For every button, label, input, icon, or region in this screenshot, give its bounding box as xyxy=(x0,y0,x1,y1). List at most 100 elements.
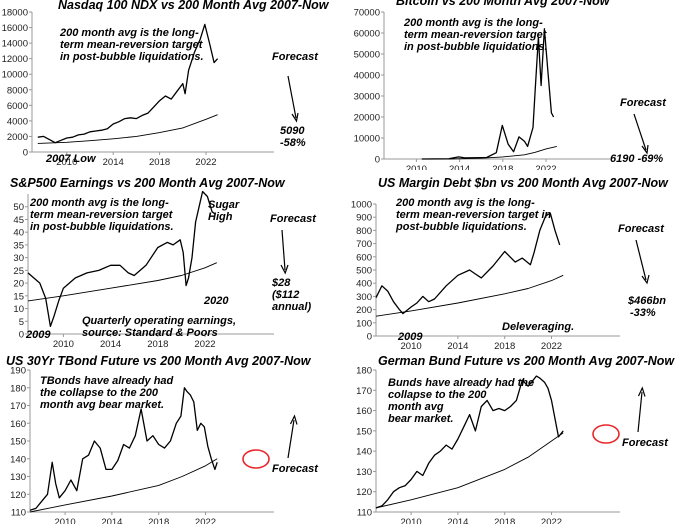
highlight-circle xyxy=(242,449,270,469)
y-tick-label: 170 xyxy=(356,386,372,397)
target-pct: -58% xyxy=(280,137,306,149)
avg-200m-line xyxy=(29,458,218,513)
bund-panel: German Bund Future vs 200 Month Avg 2007… xyxy=(340,354,676,524)
forecast-arrowhead xyxy=(291,112,299,123)
x-tick-label: 2018 xyxy=(147,339,168,350)
forecast-arrow xyxy=(287,75,297,119)
y-tick-label: 110 xyxy=(11,508,26,519)
y-tick-label: 180 xyxy=(356,366,372,377)
sp500-panel: S&P500 Earnings vs 200 Month Avg 2007-No… xyxy=(0,176,330,354)
bitcoin-panel: Bitcoin vs 200 Month Avg 2007-Now 0 10000… xyxy=(340,0,676,170)
x-tick-label: 2018 xyxy=(494,341,515,352)
x-tick-label: 2014 xyxy=(101,517,122,524)
forecast-arrow xyxy=(637,391,643,433)
note-label: Deleveraging. xyxy=(502,321,574,333)
annotation: term mean-reversion target xyxy=(30,209,174,221)
y-tick-label: 0 xyxy=(19,330,24,341)
x-tick-label: 2010 xyxy=(401,341,422,352)
x-tick-label: 2018 xyxy=(494,517,515,524)
target-pct: -33% xyxy=(630,307,656,319)
avg-200m-line xyxy=(375,432,564,509)
y-tick-label: 130 xyxy=(10,472,26,483)
nasdaq-panel: Nasdaq 100 NDX vs 200 Month Avg 2007-Now… xyxy=(0,0,330,170)
price-line xyxy=(29,387,218,511)
x-tick-label: 2022 xyxy=(541,341,562,352)
y-tick-label: 45 xyxy=(13,215,24,226)
annotation: the collapse to the 200 xyxy=(40,387,159,399)
x-tick-label: 2018 xyxy=(492,164,513,170)
avg-200m-line xyxy=(37,114,218,144)
annotation: 200 month avg is the long- xyxy=(29,197,169,209)
y-tick-label: 400 xyxy=(356,279,372,290)
forecast-arrowhead xyxy=(280,264,289,275)
y-tick-label: 800 xyxy=(356,226,372,237)
x-tick-label: 2018 xyxy=(149,157,170,168)
annotation: month avg xyxy=(388,401,444,413)
annotation: 200 month avg is the long- xyxy=(403,17,543,29)
y-tick-label: 160 xyxy=(356,406,372,417)
y-tick-label: 300 xyxy=(356,292,372,303)
y-tick-label: 16000 xyxy=(2,23,28,34)
target-value: ($112 xyxy=(272,289,299,301)
x-tick-label: 2022 xyxy=(195,517,216,524)
annotation: 200 month avg is the long- xyxy=(395,197,535,209)
annotation: bear market. xyxy=(388,413,453,425)
forecast-label: Forecast xyxy=(270,213,317,225)
margin-debt-panel: US Margin Debt $bn vs 200 Month Avg 2007… xyxy=(340,176,676,354)
price-line xyxy=(375,375,564,509)
price-line xyxy=(421,28,555,160)
price-line xyxy=(27,190,216,328)
annotation: post-bubble liquidations. xyxy=(395,221,527,233)
target-value: $28 xyxy=(271,277,291,289)
y-tick-label: 170 xyxy=(10,401,26,412)
y-tick-label: 2000 xyxy=(7,132,28,143)
annotation: TBonds have already had xyxy=(40,375,174,387)
y-tick-label: 10000 xyxy=(2,70,28,81)
y-tick-label: 190 xyxy=(10,366,26,377)
target-label: 6190 -69% xyxy=(610,153,663,165)
chart-title: Nasdaq 100 NDX vs 200 Month Avg 2007-Now xyxy=(58,0,329,12)
y-tick-label: 200 xyxy=(356,305,372,316)
avg-200m-line xyxy=(448,145,557,160)
y-tick-label: 600 xyxy=(356,252,372,263)
forecast-arrowhead xyxy=(641,274,650,285)
annotation: 200 month avg is the long- xyxy=(59,27,199,39)
annotation: term mean-reversion target xyxy=(404,29,548,41)
x-tick-label: 2010 xyxy=(55,517,76,524)
forecast-label: Forecast xyxy=(272,463,319,475)
y-tick-label: 0 xyxy=(367,332,372,343)
y-tick-label: 10 xyxy=(13,304,24,315)
y-tick-label: 10000 xyxy=(354,134,380,145)
x-tick-label: 2022 xyxy=(541,517,562,524)
y-tick-label: 500 xyxy=(356,266,372,277)
y-tick-label: 8000 xyxy=(7,85,28,96)
y-tick-label: 50 xyxy=(13,202,24,213)
x-tick-label: 2010 xyxy=(56,157,77,168)
x-tick-label: 2014 xyxy=(100,339,121,350)
margin-debt-chart: 0 100 200 300 400 500 600 700 800 900 1000 2010 2014… xyxy=(351,197,666,352)
annotation: Bunds have already had the xyxy=(388,377,534,389)
year-label: 2009 xyxy=(25,329,51,341)
source-note: Quarterly operating earnings, xyxy=(82,315,236,327)
y-tick-label: 110 xyxy=(357,508,372,519)
y-tick-label: 70000 xyxy=(354,8,380,19)
chart-title: German Bund Future vs 200 Month Avg 2007… xyxy=(378,354,675,368)
y-tick-label: 140 xyxy=(356,447,372,458)
y-tick-label: 25 xyxy=(13,266,24,277)
y-tick-label: 5 xyxy=(19,317,24,328)
forecast-label: Forecast xyxy=(622,437,669,449)
x-tick-label: 2022 xyxy=(535,164,556,170)
forecast-arrowhead xyxy=(637,386,646,397)
y-tick-label: 15 xyxy=(13,291,24,302)
y-tick-label: 1000 xyxy=(351,200,372,211)
avg-200m-line xyxy=(27,262,217,302)
bitcoin-chart: 0 10000 20000 30000 40000 50000 60000 70000 2010… xyxy=(354,8,668,171)
y-tick-label: 35 xyxy=(13,240,24,251)
x-tick-label: 2022 xyxy=(195,157,216,168)
y-tick-label: 0 xyxy=(23,148,28,159)
x-tick-label: 2010 xyxy=(53,339,74,350)
y-tick-label: 700 xyxy=(356,239,372,250)
annotation: in post-bubble liquidations. xyxy=(30,221,174,233)
y-tick-label: 6000 xyxy=(7,101,28,112)
